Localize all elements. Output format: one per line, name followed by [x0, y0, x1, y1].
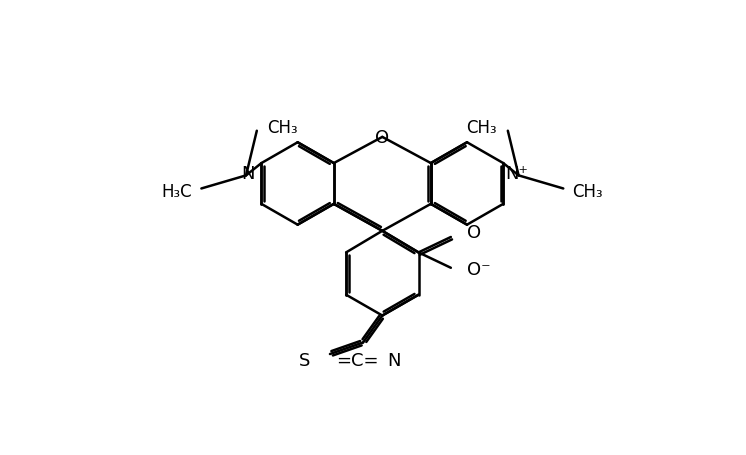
Text: H₃C: H₃C — [162, 182, 192, 200]
Text: N: N — [388, 351, 401, 369]
Text: =C=: =C= — [336, 351, 378, 369]
Text: S: S — [299, 351, 311, 369]
Text: CH₃: CH₃ — [466, 119, 497, 136]
Text: O: O — [467, 223, 481, 241]
Text: CH₃: CH₃ — [572, 182, 603, 200]
Text: O⁻: O⁻ — [467, 261, 491, 279]
Text: N: N — [241, 165, 254, 182]
Text: CH₃: CH₃ — [268, 119, 298, 136]
Text: N⁺: N⁺ — [506, 165, 528, 182]
Text: O: O — [375, 129, 389, 147]
